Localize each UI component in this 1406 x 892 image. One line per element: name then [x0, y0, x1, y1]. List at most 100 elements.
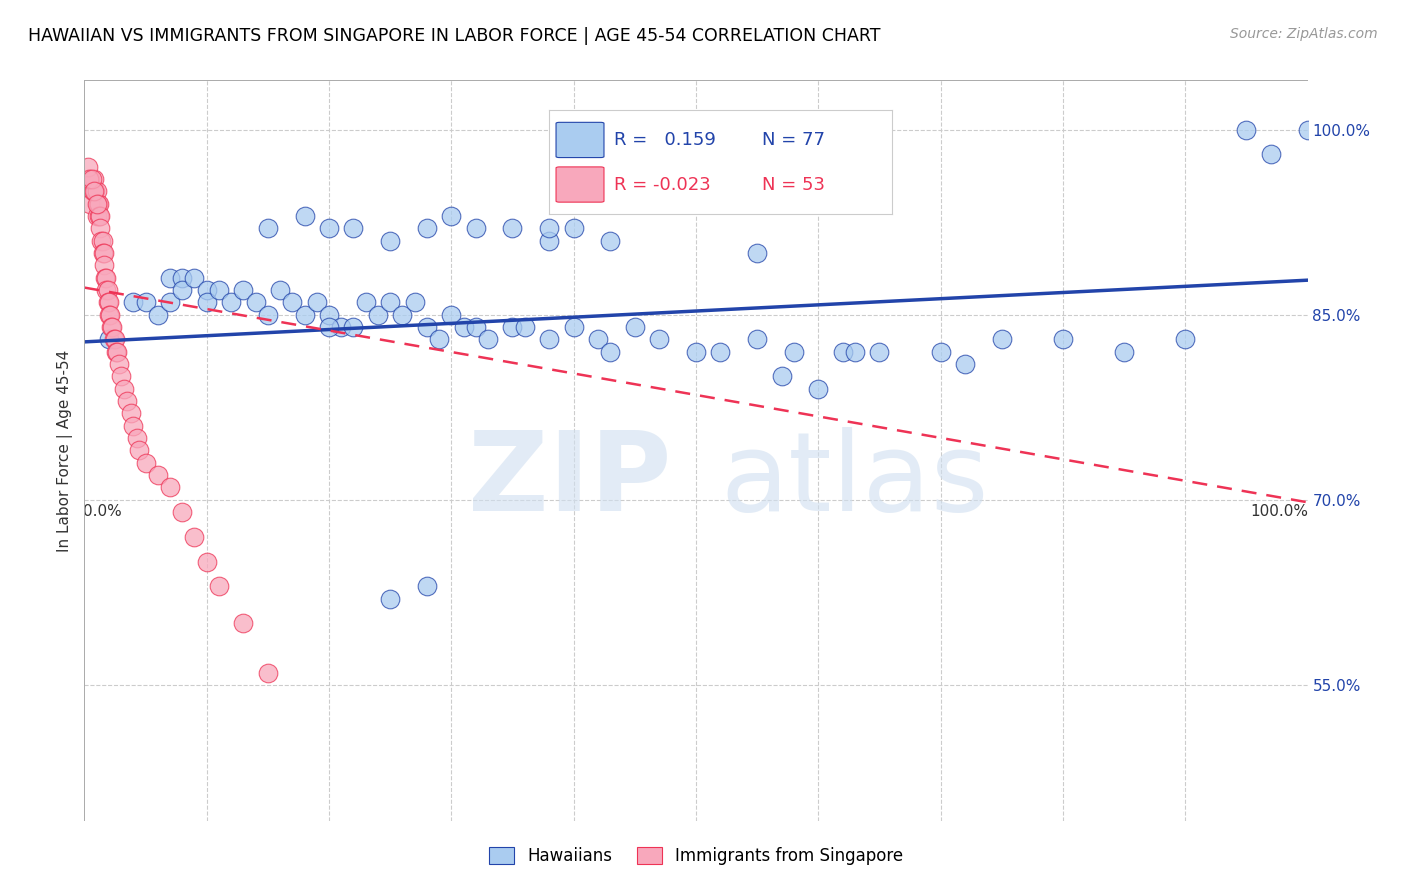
Point	[77, 160, 100, 174]
Point	[599, 234, 621, 248]
Point	[89, 209, 111, 223]
Point	[330, 320, 353, 334]
Point	[318, 320, 340, 334]
Point	[391, 308, 413, 322]
Point	[208, 283, 231, 297]
Point	[172, 283, 194, 297]
Point	[97, 333, 120, 347]
Point	[269, 283, 291, 297]
Point	[342, 320, 364, 334]
Point	[257, 308, 280, 322]
Point	[1260, 147, 1282, 161]
Point	[80, 172, 103, 186]
Point	[146, 308, 169, 322]
Point	[146, 468, 169, 483]
Point	[208, 579, 231, 593]
Point	[380, 591, 402, 606]
Point	[115, 394, 138, 409]
Text: ZIP: ZIP	[468, 426, 672, 533]
Text: 100.0%: 100.0%	[1251, 504, 1309, 519]
Point	[97, 308, 120, 322]
Point	[91, 234, 114, 248]
Point	[281, 295, 304, 310]
Point	[342, 221, 364, 235]
Point	[77, 172, 100, 186]
Point	[1174, 333, 1197, 347]
Point	[87, 196, 110, 211]
Point	[87, 196, 110, 211]
Point	[538, 221, 561, 235]
Point	[562, 320, 585, 334]
Point	[79, 196, 101, 211]
Point	[100, 320, 122, 334]
Point	[416, 579, 439, 593]
Point	[103, 333, 125, 347]
Legend: Hawaiians, Immigrants from Singapore: Hawaiians, Immigrants from Singapore	[482, 840, 910, 871]
Point	[232, 616, 254, 631]
Point	[122, 418, 145, 433]
Point	[427, 333, 450, 347]
Point	[648, 333, 671, 347]
Point	[183, 530, 205, 544]
Point	[122, 295, 145, 310]
Point	[453, 320, 475, 334]
Point	[86, 185, 108, 199]
Point	[953, 357, 976, 371]
Point	[84, 185, 107, 199]
Point	[599, 344, 621, 359]
Y-axis label: In Labor Force | Age 45-54: In Labor Force | Age 45-54	[58, 350, 73, 551]
Point	[1052, 333, 1074, 347]
Point	[105, 344, 128, 359]
Point	[89, 221, 111, 235]
Point	[94, 270, 117, 285]
Point	[159, 270, 181, 285]
Point	[783, 344, 806, 359]
Point	[159, 295, 181, 310]
Point	[219, 295, 242, 310]
Point	[195, 283, 218, 297]
Point	[709, 344, 731, 359]
Point	[110, 369, 132, 384]
Point	[96, 270, 118, 285]
Text: Source: ZipAtlas.com: Source: ZipAtlas.com	[1230, 27, 1378, 41]
Point	[294, 308, 316, 322]
Point	[135, 295, 157, 310]
Point	[104, 333, 127, 347]
Point	[232, 283, 254, 297]
Point	[380, 295, 402, 310]
Point	[257, 665, 280, 680]
Point	[195, 295, 218, 310]
Point	[416, 221, 439, 235]
Point	[101, 320, 124, 334]
Point	[120, 407, 142, 421]
Point	[440, 308, 463, 322]
Point	[562, 221, 585, 235]
Text: 0.0%: 0.0%	[83, 504, 122, 519]
Point	[79, 172, 101, 186]
Point	[354, 295, 377, 310]
Point	[404, 295, 426, 310]
Point	[159, 481, 181, 495]
Text: HAWAIIAN VS IMMIGRANTS FROM SINGAPORE IN LABOR FORCE | AGE 45-54 CORRELATION CHA: HAWAIIAN VS IMMIGRANTS FROM SINGAPORE IN…	[28, 27, 880, 45]
Point	[502, 320, 524, 334]
Point	[97, 295, 120, 310]
Point	[294, 209, 316, 223]
Point	[318, 221, 340, 235]
Point	[128, 443, 150, 458]
Text: atlas: atlas	[720, 426, 988, 533]
Point	[86, 196, 108, 211]
Point	[380, 234, 402, 248]
Point	[464, 320, 486, 334]
Point	[96, 283, 118, 297]
Point	[112, 382, 135, 396]
Point	[440, 209, 463, 223]
Point	[83, 172, 105, 186]
Point	[257, 221, 280, 235]
Point	[82, 185, 104, 199]
Point	[90, 234, 112, 248]
Point	[831, 344, 853, 359]
Point	[245, 295, 267, 310]
Point	[844, 344, 866, 359]
Point	[87, 209, 110, 223]
Point	[513, 320, 536, 334]
